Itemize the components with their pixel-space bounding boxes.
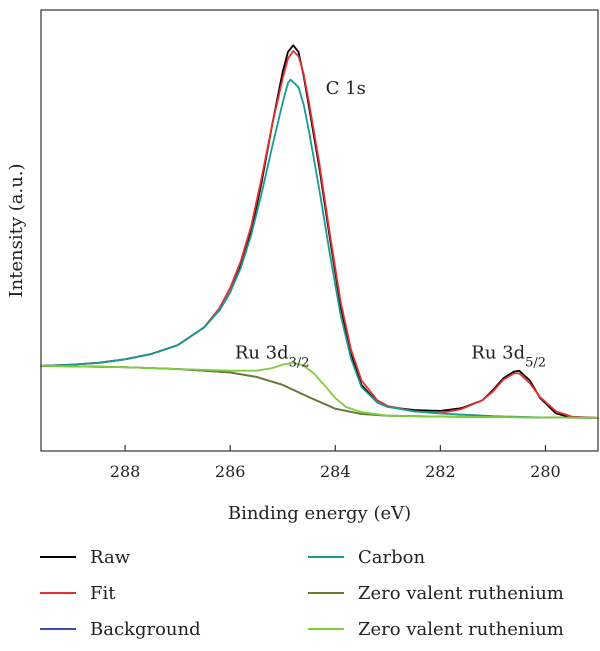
annotation-2: Ru 3d3/2 xyxy=(235,342,310,370)
x-tick-label-288: 288 xyxy=(110,462,141,481)
plot-frame xyxy=(40,9,599,452)
legend: Raw Fit Background Carbon Zero valent ruthen… xyxy=(40,547,564,640)
legend-label-6: Zero valent ruthenium xyxy=(358,619,564,640)
x-tick-label-284: 284 xyxy=(320,462,351,481)
annotation-3: Ru 3d5/2 xyxy=(471,342,546,370)
legend-label-1: Raw xyxy=(90,547,131,568)
plot-lines xyxy=(40,44,599,419)
annotation-1: C 1s xyxy=(326,78,366,99)
y-axis-title: Intensity (a.u.) xyxy=(6,163,27,297)
x-axis-title: Binding energy (eV) xyxy=(228,503,411,524)
peak-annotations: C 1s Ru 3d3/2 Ru 3d5/2 xyxy=(235,78,546,370)
series-line-6 xyxy=(40,361,599,419)
legend-label-2: Fit xyxy=(90,583,116,604)
legend-label-3: Background xyxy=(90,619,201,640)
x-tick-label-280: 280 xyxy=(530,462,561,481)
legend-label-4: Carbon xyxy=(358,547,425,568)
x-tick-label-282: 282 xyxy=(425,462,456,481)
x-axis-ticks: 288 286 284 282 280 xyxy=(110,445,561,481)
series-line-4 xyxy=(40,78,599,419)
legend-label-5: Zero valent ruthenium xyxy=(358,583,564,604)
x-tick-label-286: 286 xyxy=(215,462,246,481)
